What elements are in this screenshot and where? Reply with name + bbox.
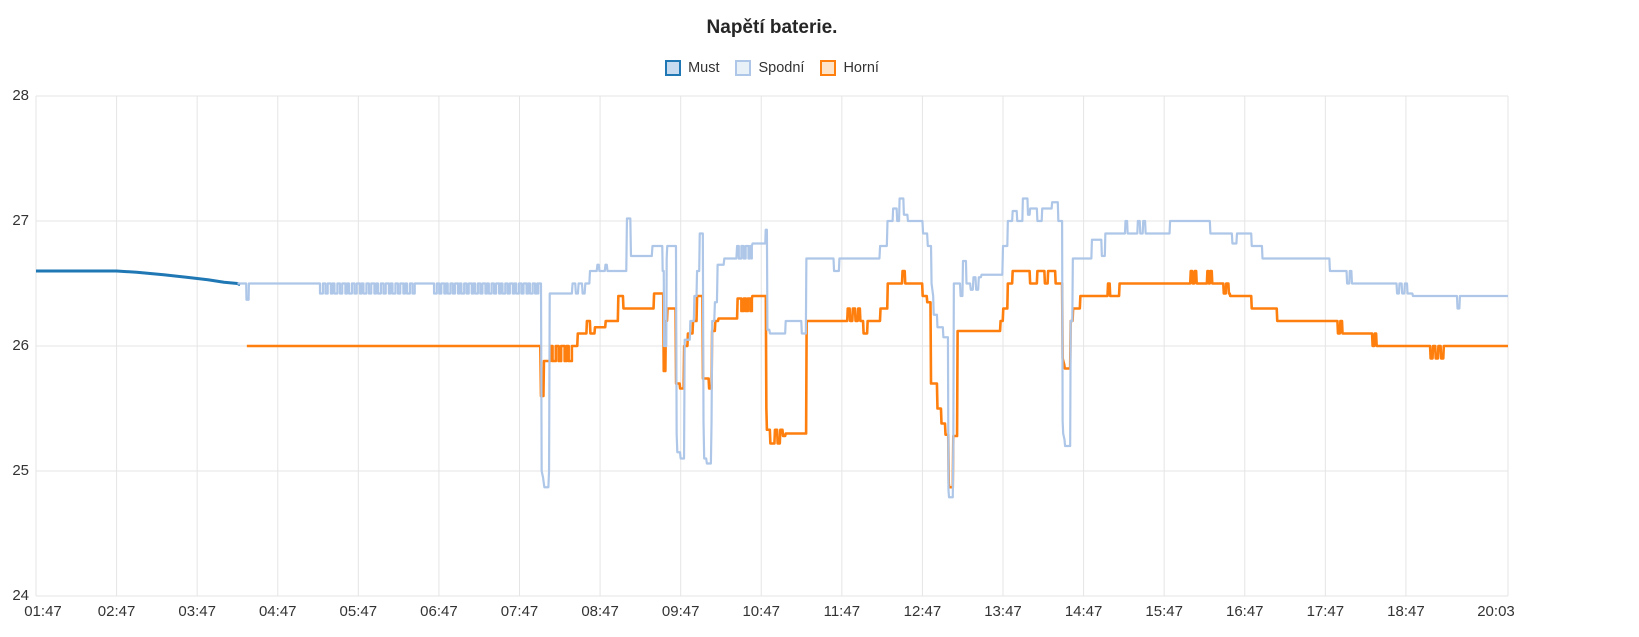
- series-line-spodní: [237, 197, 1508, 499]
- legend-item-horní[interactable]: Horní: [820, 60, 879, 76]
- x-tick-label: 10:47: [742, 603, 780, 620]
- x-tick-label: 09:47: [662, 603, 700, 620]
- chart-title: Napětí baterie.: [706, 17, 838, 38]
- x-tick-label: 12:47: [904, 603, 942, 620]
- gridlines: [35, 95, 1509, 597]
- legend-swatch-icon: [665, 60, 682, 76]
- x-tick-label: 06:47: [420, 603, 458, 620]
- legend-item-spodní[interactable]: Spodní: [735, 60, 804, 76]
- x-tick-label: 13:47: [984, 603, 1022, 620]
- x-tick-label: 07:47: [501, 603, 539, 620]
- x-tick-label: 15:47: [1145, 603, 1183, 620]
- x-tick-label: 04:47: [259, 603, 297, 620]
- x-tick-label: 05:47: [340, 603, 378, 620]
- x-tick-label: 18:47: [1387, 603, 1425, 620]
- y-tick-label: 25: [12, 462, 29, 479]
- x-tick-label: 02:47: [98, 603, 136, 620]
- x-tick-label: 17:47: [1307, 603, 1345, 620]
- x-tick-label: 08:47: [581, 603, 619, 620]
- axis-labels: 01:47 02:47 03:47 04:47 05:47 06:47 07:47 08:47…: [12, 87, 1514, 620]
- legend-swatch-icon: [735, 60, 752, 76]
- legend-label: Spodní: [758, 60, 805, 76]
- x-tick-label: 03:47: [178, 603, 216, 620]
- legend-swatch-icon: [820, 60, 837, 76]
- legend-label: Must: [688, 60, 720, 76]
- chart-legend: Must Spodní Horní: [36, 60, 1508, 76]
- series-lines: [36, 197, 1508, 499]
- x-tick-label: 11:47: [824, 603, 860, 620]
- y-tick-label: 26: [12, 337, 29, 354]
- y-tick-label: 27: [12, 212, 29, 229]
- x-tick-label: 16:47: [1226, 603, 1264, 620]
- x-tick-label: 01:47: [24, 603, 62, 620]
- x-tick-label: 14:47: [1065, 603, 1103, 620]
- x-tick-label: 20:03: [1477, 603, 1515, 620]
- y-tick-label: 28: [12, 87, 29, 104]
- legend-label: Horní: [843, 60, 879, 76]
- y-tick-label: 24: [12, 587, 29, 604]
- series-line-must: [36, 269, 241, 287]
- series-line-horní: [246, 269, 1508, 489]
- legend-item-must[interactable]: Must: [665, 60, 719, 76]
